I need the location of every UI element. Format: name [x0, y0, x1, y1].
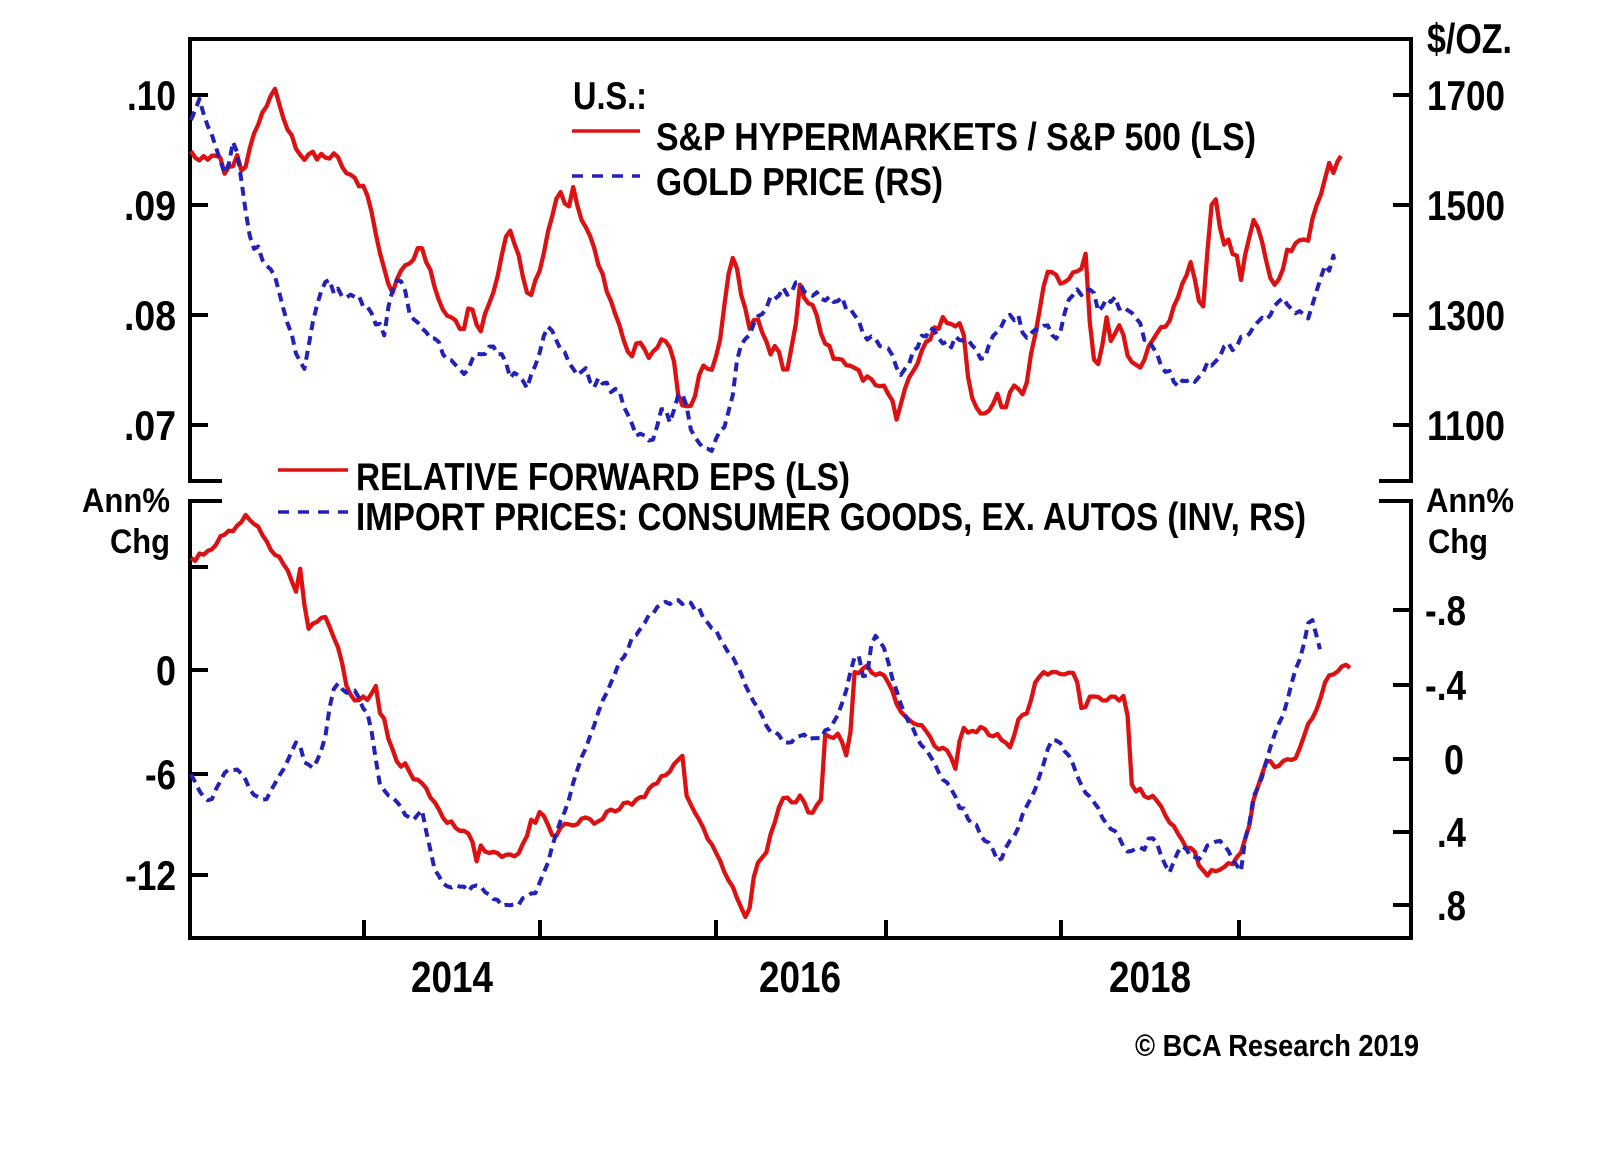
svg-text:Ann%: Ann%	[82, 482, 170, 520]
svg-text:.8: .8	[1437, 882, 1466, 929]
svg-text:2014: 2014	[411, 953, 493, 1002]
svg-text:.09: .09	[124, 182, 176, 229]
svg-text:-6: -6	[145, 751, 176, 798]
svg-text:S&P HYPERMARKETS / S&P 500 (LS: S&P HYPERMARKETS / S&P 500 (LS)	[656, 116, 1256, 159]
svg-text:Chg: Chg	[110, 523, 170, 561]
svg-text:Chg: Chg	[1428, 523, 1488, 561]
svg-text:IMPORT PRICES: CONSUMER GOODS,: IMPORT PRICES: CONSUMER GOODS, EX. AUTOS…	[356, 496, 1306, 539]
svg-text:.07: .07	[124, 402, 176, 449]
svg-text:2018: 2018	[1109, 953, 1191, 1002]
svg-text:GOLD PRICE (RS): GOLD PRICE (RS)	[656, 161, 943, 204]
svg-text:-.4: -.4	[1425, 662, 1467, 709]
svg-text:.10: .10	[127, 72, 176, 119]
svg-text:1300: 1300	[1427, 292, 1505, 339]
svg-text:1700: 1700	[1427, 72, 1505, 119]
svg-text:1500: 1500	[1427, 182, 1505, 229]
svg-text:U.S.:: U.S.:	[573, 75, 647, 118]
svg-text:0: 0	[156, 647, 176, 694]
svg-text:Ann%: Ann%	[1426, 482, 1514, 520]
svg-text:-.8: -.8	[1425, 587, 1466, 634]
svg-text:1100: 1100	[1427, 402, 1505, 449]
svg-text:2016: 2016	[759, 953, 841, 1002]
svg-text:RELATIVE FORWARD EPS (LS): RELATIVE FORWARD EPS (LS)	[356, 456, 850, 499]
svg-text:.08: .08	[124, 292, 176, 339]
svg-text:0: 0	[1444, 736, 1464, 783]
svg-text:-12: -12	[125, 852, 176, 899]
svg-text:.4: .4	[1437, 809, 1467, 856]
svg-text:$/OZ.: $/OZ.	[1427, 15, 1512, 62]
svg-text:© BCA Research 2019: © BCA Research 2019	[1135, 1028, 1419, 1063]
